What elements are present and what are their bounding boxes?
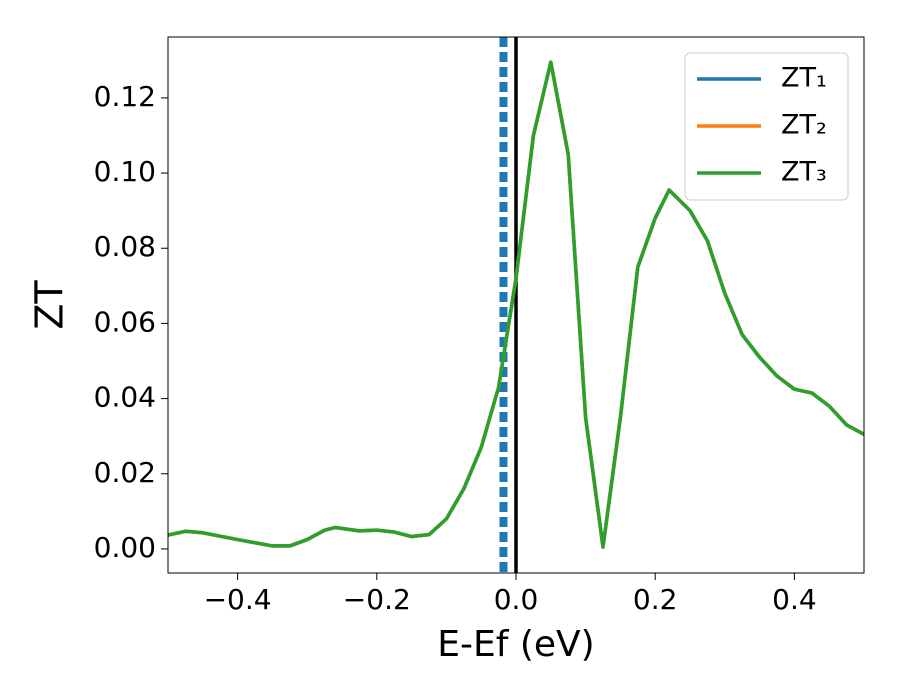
x-tick-label: 0.0 — [494, 583, 539, 616]
x-tick-label: −0.4 — [204, 583, 272, 616]
y-tick-label: 0.04 — [94, 381, 156, 414]
legend-label: ZT₁ — [781, 63, 827, 94]
x-tick-label: 0.4 — [772, 583, 817, 616]
plot-area — [168, 37, 864, 573]
y-tick-label: 0.10 — [94, 155, 156, 188]
y-tick-label: 0.00 — [94, 531, 156, 564]
y-tick-label: 0.08 — [94, 230, 156, 263]
y-tick-label: 0.06 — [94, 305, 156, 338]
x-tick-label: 0.2 — [633, 583, 678, 616]
x-axis-label: E-Ef (eV) — [437, 624, 594, 665]
legend-label: ZT₂ — [781, 110, 827, 141]
legend-label: ZT₃ — [781, 157, 827, 188]
plot-frame — [167, 36, 865, 574]
y-tick-label: 0.12 — [94, 80, 156, 113]
x-tick-label: −0.2 — [343, 583, 411, 616]
legend-box — [684, 52, 849, 201]
y-tick-label: 0.02 — [94, 456, 156, 489]
series-line — [168, 60, 864, 549]
y-axis-label: ZT — [28, 280, 72, 330]
